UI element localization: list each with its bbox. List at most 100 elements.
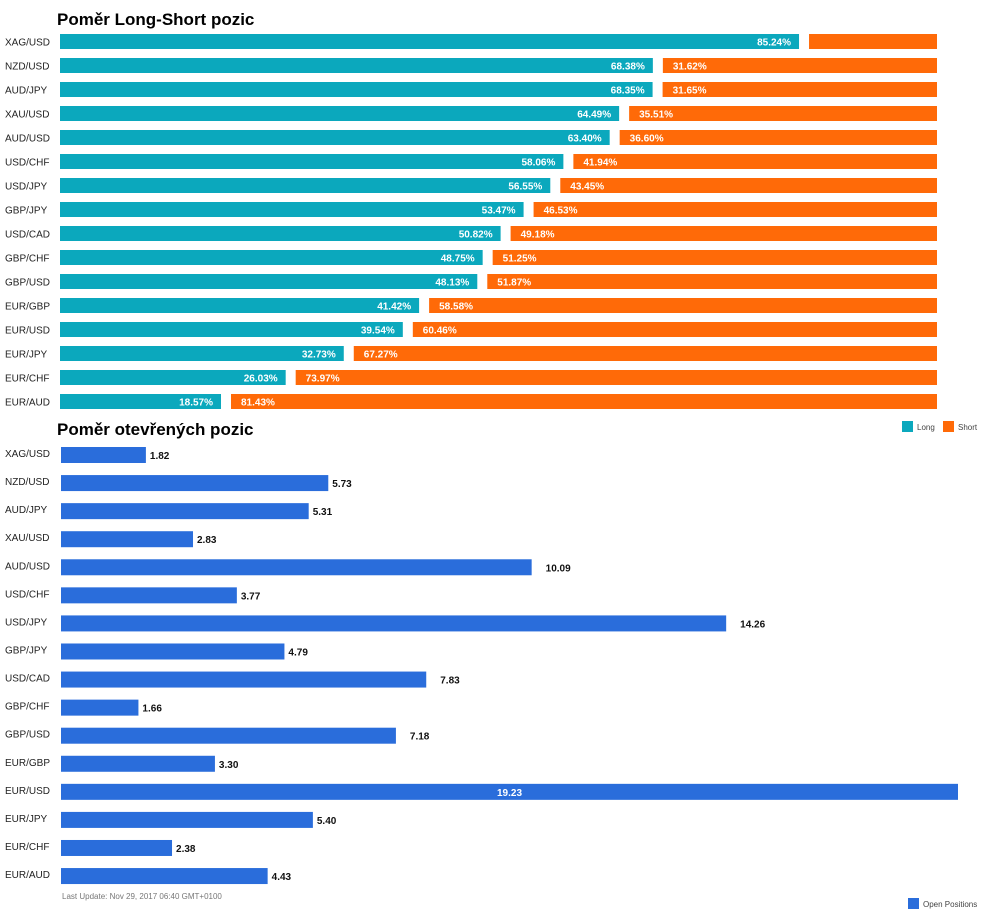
short-label-eur-gbp: 58.58% — [439, 302, 473, 313]
op-category-gbp-chf: GBP/CHF — [5, 702, 49, 713]
long-bar-usd-chf — [60, 154, 564, 169]
long-label-eur-jpy: 32.73% — [302, 350, 336, 361]
open-positions-label-xau-usd: 2.83 — [197, 535, 217, 546]
op-legend: Open Positions — [908, 898, 977, 909]
short-bar-xau-usd — [629, 106, 937, 121]
long-label-eur-chf: 26.03% — [244, 374, 278, 385]
open-positions-label-eur-jpy: 5.40 — [317, 816, 337, 827]
short-bar-gbp-usd — [487, 274, 937, 289]
short-label-aud-usd: 36.60% — [630, 134, 664, 145]
short-label-eur-usd: 60.46% — [423, 326, 457, 337]
open-positions-bar-usd-cad — [61, 671, 427, 688]
open-positions-label-eur-usd: 19.23 — [497, 788, 522, 799]
long-bar-usd-jpy — [60, 178, 551, 193]
op-category-xau-usd: XAU/USD — [5, 533, 49, 544]
legend-short-swatch — [943, 421, 954, 432]
short-label-nzd-usd: 31.62% — [673, 62, 707, 73]
op-category-gbp-jpy: GBP/JPY — [5, 645, 48, 656]
open-positions-label-usd-cad: 7.83 — [440, 676, 460, 687]
short-label-gbp-jpy: 46.53% — [544, 206, 578, 217]
short-label-usd-cad: 49.18% — [521, 230, 555, 241]
long-label-gbp-jpy: 53.47% — [482, 206, 516, 217]
op-category-aud-usd: AUD/USD — [5, 561, 50, 572]
long-bar-xag-usd — [60, 34, 800, 49]
legend-open-positions-label: Open Positions — [923, 900, 977, 909]
open-positions-label-usd-chf: 3.77 — [241, 591, 261, 602]
op-category-usd-cad: USD/CAD — [5, 674, 50, 685]
legend-open-positions-swatch — [908, 898, 919, 909]
ls-category-usd-jpy: USD/JPY — [5, 182, 48, 193]
short-label-eur-chf: 73.97% — [306, 374, 340, 385]
open-positions-bar-aud-usd — [61, 559, 532, 576]
ls-category-eur-chf: EUR/CHF — [5, 374, 49, 385]
short-label-eur-jpy: 67.27% — [364, 350, 398, 361]
short-label-gbp-usd: 51.87% — [497, 278, 531, 289]
ls-category-nzd-usd: NZD/USD — [5, 62, 49, 73]
legend-long-label: Long — [917, 423, 935, 432]
short-bar-aud-jpy — [662, 82, 937, 97]
op-chart-title: Poměr otevřených pozic — [57, 420, 254, 439]
short-label-eur-aud: 81.43% — [241, 398, 275, 409]
open-positions-bar-gbp-usd — [61, 727, 396, 744]
op-category-eur-chf: EUR/CHF — [5, 842, 49, 853]
op-category-gbp-usd: GBP/USD — [5, 730, 50, 741]
short-bar-nzd-usd — [662, 58, 937, 73]
ls-category-eur-gbp: EUR/GBP — [5, 302, 50, 313]
open-positions-label-aud-jpy: 5.31 — [313, 507, 333, 518]
legend-long-swatch — [902, 421, 913, 432]
op-category-eur-jpy: EUR/JPY — [5, 814, 48, 825]
short-bar-xag-usd — [809, 34, 937, 49]
ls-category-usd-chf: USD/CHF — [5, 158, 49, 169]
long-label-usd-chf: 58.06% — [521, 158, 555, 169]
ls-category-eur-usd: EUR/USD — [5, 326, 50, 337]
ls-category-gbp-chf: GBP/CHF — [5, 254, 49, 265]
long-label-xau-usd: 64.49% — [577, 110, 611, 121]
ls-category-gbp-usd: GBP/USD — [5, 278, 50, 289]
long-bar-aud-jpy — [60, 82, 653, 97]
open-positions-bar-eur-jpy — [61, 811, 313, 828]
op-category-usd-chf: USD/CHF — [5, 589, 49, 600]
short-bar-eur-jpy — [353, 346, 937, 361]
long-bar-eur-gbp — [60, 298, 420, 313]
short-bar-eur-aud — [231, 394, 938, 409]
long-label-nzd-usd: 68.38% — [611, 62, 645, 73]
ls-category-eur-aud: EUR/AUD — [5, 398, 50, 409]
short-label-usd-jpy: 43.45% — [570, 182, 604, 193]
open-positions-chart: XAG/USD 1.82 NZD/USD 5.73 AUD/JPY 5.31 XAU/USD… — [5, 447, 958, 885]
short-bar-gbp-jpy — [533, 202, 937, 217]
long-bar-eur-jpy — [60, 346, 344, 361]
long-bar-eur-chf — [60, 370, 286, 385]
ls-category-gbp-jpy: GBP/JPY — [5, 206, 48, 217]
open-positions-bar-eur-gbp — [61, 755, 215, 772]
long-label-aud-jpy: 68.35% — [611, 86, 645, 97]
ls-category-usd-cad: USD/CAD — [5, 230, 50, 241]
short-bar-gbp-chf — [492, 250, 937, 265]
op-category-eur-gbp: EUR/GBP — [5, 758, 50, 769]
open-positions-bar-xau-usd — [61, 531, 194, 548]
long-label-usd-jpy: 56.55% — [508, 182, 542, 193]
ls-category-eur-jpy: EUR/JPY — [5, 350, 48, 361]
long-label-gbp-chf: 48.75% — [441, 254, 475, 265]
long-label-eur-aud: 18.57% — [179, 398, 213, 409]
long-label-gbp-usd: 48.13% — [435, 278, 469, 289]
long-short-chart: XAG/USD 85.24% NZD/USD 68.38% 31.62% AUD/JPY 6… — [5, 34, 938, 409]
short-bar-eur-usd — [412, 322, 938, 337]
open-positions-bar-eur-aud — [61, 868, 268, 885]
open-positions-bar-nzd-usd — [61, 475, 329, 492]
open-positions-bar-xag-usd — [61, 447, 146, 463]
op-category-aud-jpy: AUD/JPY — [5, 505, 48, 516]
open-positions-bar-gbp-jpy — [61, 643, 285, 660]
open-positions-label-eur-aud: 4.43 — [272, 872, 292, 883]
open-positions-label-xag-usd: 1.82 — [150, 451, 170, 462]
legend-short-label: Short — [958, 423, 978, 432]
short-bar-usd-jpy — [560, 178, 937, 193]
op-category-eur-aud: EUR/AUD — [5, 870, 50, 881]
long-bar-aud-usd — [60, 130, 610, 145]
open-positions-bar-eur-usd — [61, 783, 958, 800]
long-label-eur-usd: 39.54% — [361, 326, 395, 337]
short-label-xau-usd: 35.51% — [639, 110, 673, 121]
short-label-aud-jpy: 31.65% — [673, 86, 707, 97]
op-category-eur-usd: EUR/USD — [5, 786, 50, 797]
short-label-usd-chf: 41.94% — [583, 158, 617, 169]
